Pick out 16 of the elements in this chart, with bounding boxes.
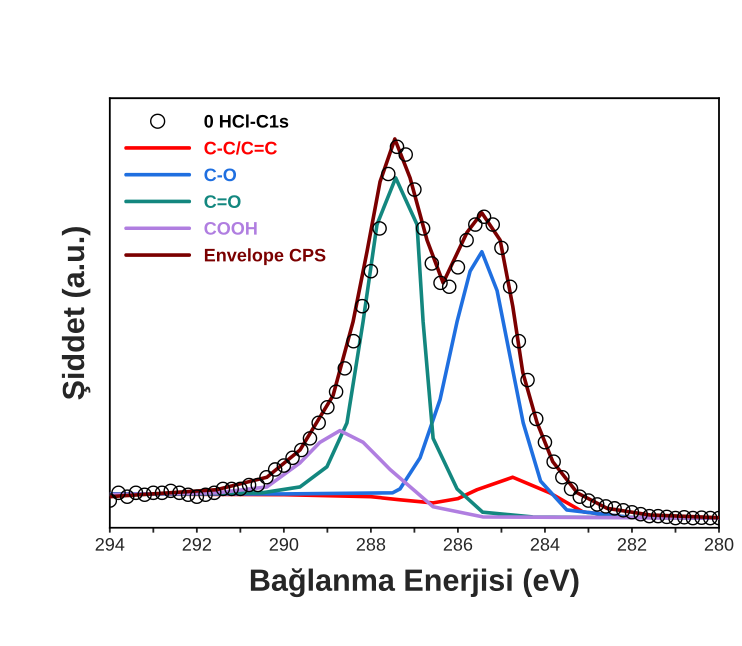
x-tick-label: 294 xyxy=(96,538,124,551)
x-tick-label: 288 xyxy=(356,538,386,551)
x-tick-label: 284 xyxy=(530,538,560,551)
legend-label: 0 HCl-C1s xyxy=(204,114,288,128)
legend-label: Envelope CPS xyxy=(204,248,326,266)
x-tick-label: 280 xyxy=(704,538,734,551)
legend-label: COOH xyxy=(204,222,257,235)
x-tick-label: 292 xyxy=(182,538,211,551)
legend-label: C-C/C=C xyxy=(204,141,277,155)
x-axis-title: Bağlanma Enerjisi (eV) xyxy=(250,568,578,598)
x-tick-label: 286 xyxy=(444,538,472,551)
x-tick-label: 282 xyxy=(618,538,646,551)
legend-label: C-O xyxy=(204,168,236,182)
y-axis-title: Şiddet (a.u.) xyxy=(62,227,90,400)
legend-label: C=O xyxy=(204,195,241,208)
x-tick-label: 290 xyxy=(270,538,298,551)
